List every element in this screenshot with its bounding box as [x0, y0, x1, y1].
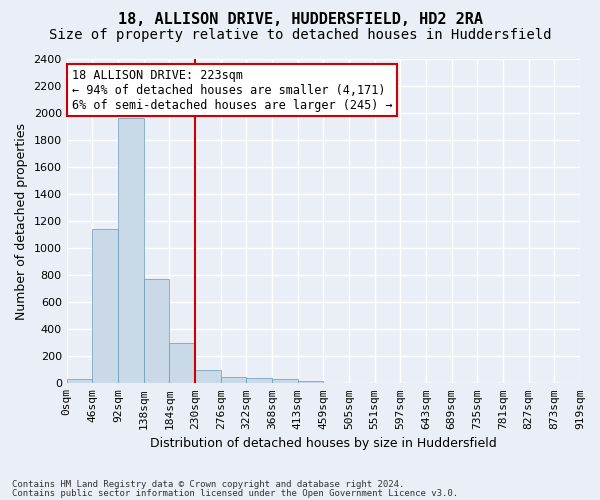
Bar: [169, 343, 195, 384]
Bar: [118, 118, 143, 384]
Bar: [221, 377, 247, 384]
Bar: [272, 380, 298, 384]
X-axis label: Distribution of detached houses by size in Huddersfield: Distribution of detached houses by size …: [150, 437, 497, 450]
Text: 18 ALLISON DRIVE: 223sqm
← 94% of detached houses are smaller (4,171)
6% of semi: 18 ALLISON DRIVE: 223sqm ← 94% of detach…: [72, 68, 392, 112]
Text: Size of property relative to detached houses in Huddersfield: Size of property relative to detached ho…: [49, 28, 551, 42]
Bar: [67, 378, 92, 384]
Text: 18, ALLISON DRIVE, HUDDERSFIELD, HD2 2RA: 18, ALLISON DRIVE, HUDDERSFIELD, HD2 2RA: [118, 12, 482, 28]
Y-axis label: Number of detached properties: Number of detached properties: [15, 122, 28, 320]
Text: Contains HM Land Registry data © Crown copyright and database right 2024.: Contains HM Land Registry data © Crown c…: [12, 480, 404, 489]
Bar: [143, 278, 169, 384]
Bar: [92, 230, 118, 384]
Bar: [247, 378, 272, 384]
Text: Contains public sector information licensed under the Open Government Licence v3: Contains public sector information licen…: [12, 489, 458, 498]
Bar: [298, 381, 323, 384]
Bar: [195, 370, 221, 384]
